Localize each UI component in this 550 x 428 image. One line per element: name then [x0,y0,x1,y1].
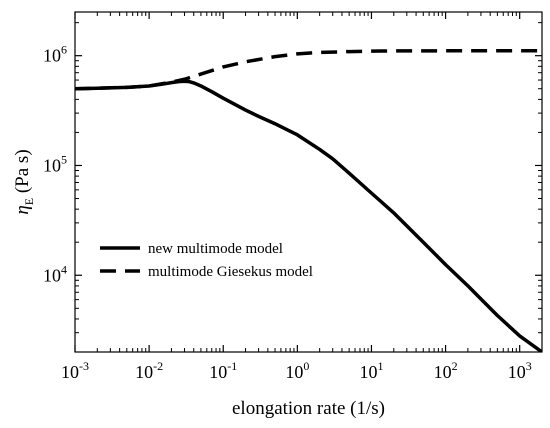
legend-label: multimode Giesekus model [148,264,313,280]
x-tick-label-base: 10 [359,362,377,382]
x-tick-label: 101 [359,359,383,382]
x-tick-label-base: 10 [209,362,227,382]
x-tick-label-base: 10 [508,362,526,382]
series-line-giesekus [75,48,542,91]
x-tick-label-base: 10 [61,362,79,382]
legend-label: new multimode model [148,241,283,257]
y-axis-label-symbol: η [12,205,33,214]
plot-frame [74,11,543,353]
x-tick-label-exponent: 1 [377,359,383,373]
y-tick-label-exponent: 4 [61,262,67,276]
x-tick-label: 10-2 [135,359,163,382]
y-tick-label: 106 [43,43,67,66]
x-tick-label-exponent: -3 [79,359,89,373]
x-tick-label: 102 [434,359,458,382]
x-tick-label-exponent: 2 [452,359,458,373]
x-tick-label: 10-1 [209,359,237,382]
y-tick-label: 104 [43,262,67,285]
x-tick-label-base: 10 [135,362,153,382]
y-tick-label-exponent: 5 [61,152,67,166]
x-tick-label-exponent: 0 [303,359,309,373]
x-axis-label: elongation rate (1/s) [232,398,385,419]
x-tick-label-exponent: -2 [153,359,163,373]
y-axis-label-unit: (Pa s) [12,149,33,198]
plot-lines [75,48,542,352]
y-axis-label: ηE (Pa s) [12,149,36,214]
x-tick-label: 10-3 [61,359,89,382]
x-tick-label-base: 10 [434,362,452,382]
x-tick-label-exponent: 3 [526,359,532,373]
y-tick-label: 105 [43,152,67,175]
y-tick-label-exponent: 6 [61,43,67,57]
x-tick-label-exponent: -1 [227,359,237,373]
x-tick-label-base: 10 [285,362,303,382]
y-tick-label-base: 10 [43,155,61,175]
x-tick-label: 100 [285,359,309,382]
x-axis: 10-3 10-2 10-1 100 101 102 103 [61,12,543,382]
legend: new multimode model multimode Giesekus mo… [100,241,313,280]
x-tick-label: 103 [508,359,532,382]
series-line-new-multimode [75,79,542,352]
y-axis-label-subscript: E [22,198,36,205]
y-tick-label-base: 10 [43,265,61,285]
y-tick-label-base: 10 [43,46,61,66]
